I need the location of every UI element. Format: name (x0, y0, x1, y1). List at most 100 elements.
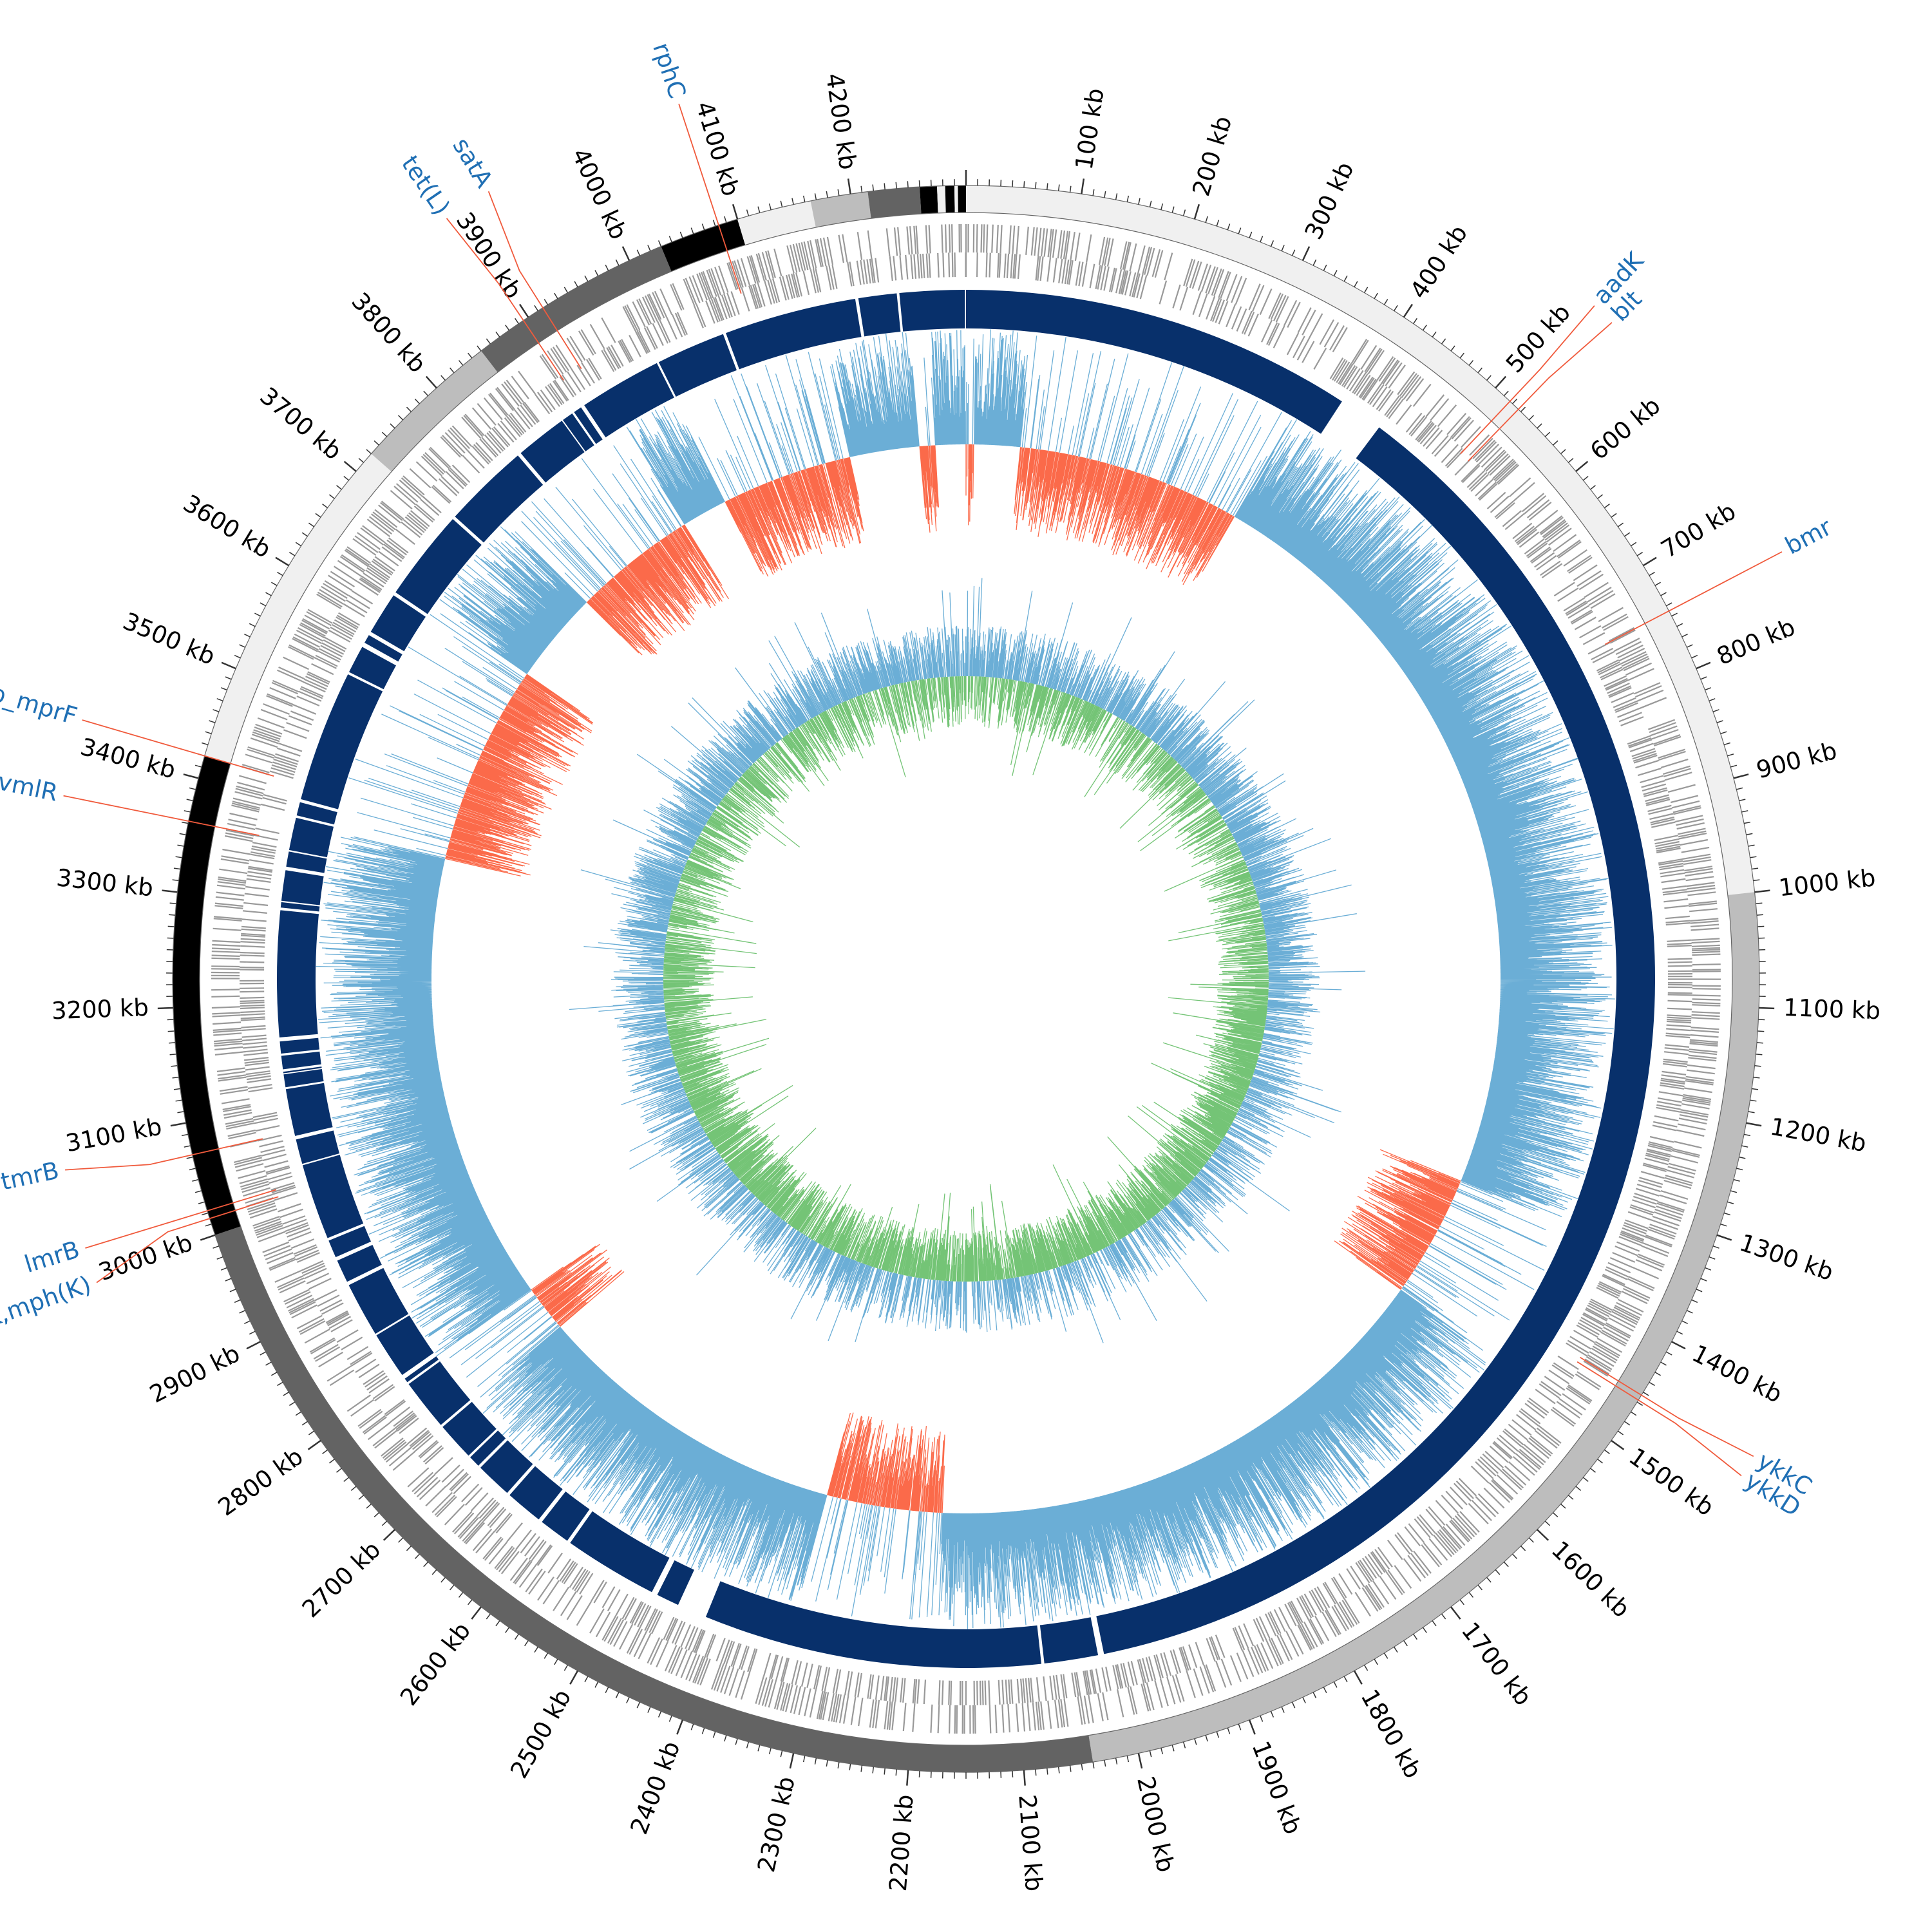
blast-gap (284, 1081, 326, 1090)
tick-mark (1756, 914, 1764, 916)
tick-mark (826, 191, 828, 198)
blast-gap (723, 332, 740, 372)
tick-mark (184, 810, 191, 813)
tick-mark (1649, 571, 1655, 576)
tick-label: 900 kb (1754, 737, 1840, 784)
tick-mark (1104, 191, 1106, 198)
tick-mark (328, 1459, 335, 1464)
tick-mark (1528, 415, 1534, 421)
tick-mark (1752, 1088, 1759, 1090)
tick-label: 2200 kb (884, 1794, 919, 1893)
tick-mark (1403, 303, 1414, 318)
tick-mark (1012, 1770, 1014, 1777)
tick-mark (1686, 644, 1693, 648)
tick-mark (1354, 281, 1358, 288)
gene-leader-line (82, 719, 274, 777)
blast-gap (392, 591, 429, 618)
tick-mark (690, 1723, 694, 1730)
tick-mark (1248, 1719, 1256, 1735)
tick-mark (1754, 889, 1770, 893)
tick-mark (615, 1692, 620, 1699)
tick-mark (295, 542, 301, 547)
tick-mark (406, 406, 412, 412)
tick-mark (398, 1537, 404, 1543)
tick-mark (205, 731, 212, 735)
gene-label-rphc: rphC (647, 39, 691, 102)
tick-label: 1200 kb (1768, 1113, 1868, 1158)
tick-label: 2500 kb (505, 1685, 576, 1783)
tick-mark (1757, 1030, 1765, 1032)
contig-segment (920, 185, 938, 214)
tick-mark (169, 1054, 176, 1056)
tick-mark (1567, 1495, 1574, 1500)
tick-mark (440, 375, 446, 381)
contig-segment (204, 453, 392, 764)
tick-mark (194, 764, 202, 768)
tick-mark (1302, 1697, 1306, 1703)
tick-label: 1900 kb (1246, 1738, 1307, 1838)
tick-mark (574, 281, 578, 288)
tick-mark (1544, 431, 1551, 437)
tick-mark (243, 1320, 251, 1325)
tick-label: 1700 kb (1456, 1617, 1537, 1711)
tick-mark (837, 189, 840, 196)
tick-mark (1575, 1486, 1582, 1492)
tick-mark (374, 440, 379, 446)
tick-mark (1171, 206, 1175, 213)
contig-segment (954, 185, 958, 213)
tick-mark (1160, 1748, 1164, 1755)
tick-mark (283, 1392, 289, 1396)
tick-mark (315, 513, 321, 518)
tick-mark (181, 1133, 189, 1137)
tick-mark (173, 867, 180, 870)
tick-mark (1413, 317, 1417, 324)
tick-mark (505, 1627, 510, 1633)
tick-label: 3200 kb (51, 994, 149, 1025)
tick-label: 500 kb (1501, 299, 1576, 379)
blast-gap (440, 1399, 473, 1428)
tick-label: 2100 kb (1013, 1794, 1048, 1893)
blast-gap (279, 1049, 321, 1056)
tick-mark (906, 1770, 909, 1786)
tick-mark (1691, 1299, 1698, 1303)
tick-mark (746, 209, 750, 216)
tick-mark (584, 275, 589, 282)
tick-mark (1137, 1753, 1143, 1769)
blast-hit-ring (276, 290, 1656, 1669)
tick-mark (564, 1665, 569, 1671)
blast-gap (346, 1264, 385, 1286)
blast-gap (326, 1223, 366, 1242)
tick-mark (468, 352, 473, 359)
tick-mark (225, 1278, 232, 1282)
tick-mark (1495, 375, 1507, 389)
tick-mark (907, 181, 909, 188)
tick-mark (265, 1361, 272, 1366)
tick-mark (1343, 275, 1348, 282)
contig-segment (481, 246, 672, 373)
blast-segment (1039, 1617, 1099, 1664)
tick-mark (381, 431, 388, 437)
tick-mark (768, 1748, 772, 1755)
gene-label-bmr: bmr (1781, 513, 1837, 560)
tick-mark (1450, 1606, 1461, 1620)
gene-leader-line (85, 1189, 277, 1249)
tick-mark (1739, 1156, 1746, 1159)
tick-mark (1227, 1727, 1231, 1734)
tick-mark (594, 270, 599, 276)
tick-mark (569, 1670, 579, 1685)
tick-mark (918, 180, 920, 187)
tick-mark (1104, 1759, 1106, 1767)
tick-mark (1270, 1711, 1274, 1718)
tick-mark (1748, 1111, 1755, 1113)
tick-mark (1537, 1529, 1549, 1541)
contig-segment (371, 350, 498, 472)
tick-mark (246, 1341, 261, 1350)
tick-mark (295, 1411, 301, 1416)
blast-gap (298, 799, 339, 813)
tick-mark (181, 821, 189, 824)
gc-skew-track (569, 578, 1366, 1343)
tick-mark (336, 1468, 342, 1473)
tick-mark (789, 1753, 795, 1769)
tick-label: 3700 kb (254, 382, 346, 466)
tick-mark (477, 345, 482, 352)
